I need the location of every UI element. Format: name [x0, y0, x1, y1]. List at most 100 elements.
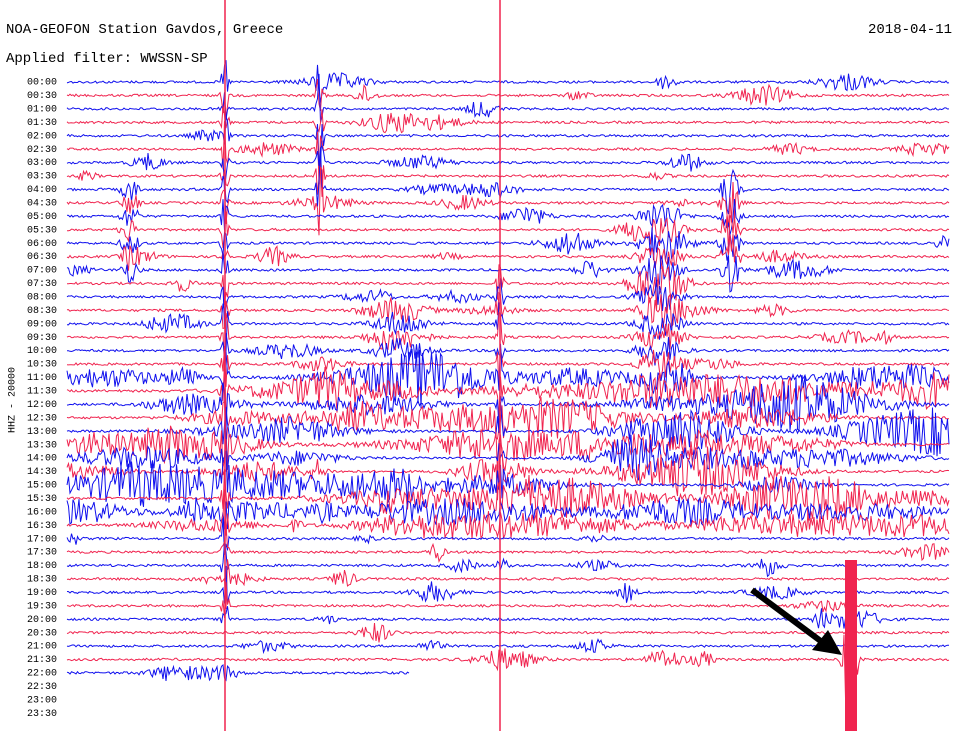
row-label: 14:30	[27, 467, 57, 478]
trace	[66, 496, 950, 530]
trace	[66, 360, 950, 421]
row-label: 21:30	[27, 655, 57, 666]
trace	[66, 518, 950, 555]
row-label: 07:30	[27, 279, 57, 290]
row-label: 07:00	[27, 266, 57, 277]
row-label: 19:00	[27, 588, 57, 599]
channel-label: HHZ - 20000	[8, 367, 19, 433]
trace	[66, 397, 949, 447]
row-label: 20:30	[27, 628, 57, 639]
row-label: 12:30	[27, 413, 57, 424]
row-label: 10:30	[27, 360, 57, 371]
row-label: 08:30	[27, 306, 57, 317]
row-label: 16:30	[27, 521, 57, 532]
row-label: 13:00	[27, 427, 57, 438]
row-label: 20:00	[27, 615, 57, 626]
row-label: 04:00	[27, 185, 57, 196]
arrow-shaft	[750, 587, 824, 645]
date: 2018-04-11	[868, 22, 952, 38]
row-label: 11:00	[27, 373, 57, 384]
row-label: 17:00	[27, 534, 57, 545]
trace	[66, 559, 950, 610]
row-label: 14:00	[27, 454, 57, 465]
trace	[66, 524, 950, 564]
row-label: 04:30	[27, 199, 57, 210]
trace	[66, 606, 950, 629]
row-label: 22:30	[27, 682, 57, 693]
row-label: 03:30	[27, 172, 57, 183]
trace	[66, 425, 950, 476]
trace	[66, 78, 950, 118]
arrow	[750, 587, 842, 655]
trace	[66, 291, 950, 330]
row-label: 00:00	[27, 78, 57, 89]
row-label: 06:00	[27, 239, 57, 250]
row-label: 09:30	[27, 333, 57, 344]
row-label: 22:00	[27, 669, 57, 680]
trace	[66, 302, 950, 352]
trace	[66, 542, 950, 578]
station-title: NOA-GEOFON Station Gavdos, Greece	[6, 22, 283, 38]
trace	[66, 311, 950, 367]
trace	[66, 162, 950, 197]
trace	[66, 333, 950, 366]
row-label: 21:00	[27, 642, 57, 653]
trace	[66, 427, 950, 481]
row-label: 10:00	[27, 346, 57, 357]
trace	[66, 60, 950, 103]
trace	[66, 565, 950, 604]
trace	[66, 234, 950, 271]
trace	[66, 345, 950, 388]
trace	[66, 145, 950, 192]
row-label: 23:30	[27, 709, 57, 720]
row-label: 19:30	[27, 601, 57, 612]
trace	[66, 198, 950, 235]
trace	[66, 227, 950, 261]
row-label: 13:30	[27, 440, 57, 451]
traces	[66, 0, 950, 731]
row-label: 17:30	[27, 548, 57, 559]
arrow-head	[812, 630, 842, 655]
trace	[66, 149, 950, 215]
trace	[66, 106, 950, 134]
trace	[66, 596, 950, 722]
trace	[66, 121, 950, 185]
row-label: 01:00	[27, 105, 57, 116]
trace	[66, 73, 950, 123]
row-label: 16:00	[27, 507, 57, 518]
trace	[66, 664, 410, 682]
trace	[66, 211, 950, 252]
trace	[66, 638, 950, 655]
trace	[66, 438, 950, 501]
row-label: 15:30	[27, 494, 57, 505]
row-label: 01:30	[27, 118, 57, 129]
row-label: 23:00	[27, 695, 57, 706]
trace	[67, 264, 950, 311]
row-label: 11:30	[27, 387, 57, 398]
filter-label: Applied filter: WWSSN-SP	[6, 51, 208, 67]
trace	[66, 166, 950, 236]
row-label: 05:30	[27, 225, 57, 236]
trace	[66, 374, 950, 432]
row-label: 15:00	[27, 481, 57, 492]
trace	[66, 469, 950, 523]
row-label: 02:00	[27, 131, 57, 142]
event-spike	[845, 560, 857, 731]
row-label: 12:00	[27, 400, 57, 411]
row-label: 00:30	[27, 91, 57, 102]
row-label: 09:00	[27, 319, 57, 330]
trace	[66, 581, 950, 619]
trace	[66, 489, 950, 540]
row-label: 03:00	[27, 158, 57, 169]
trace	[66, 623, 950, 643]
row-label: 05:00	[27, 212, 57, 223]
trace	[66, 401, 950, 457]
row-labels: 00:00 00:30 01:00 01:30 02:00 02:30 03:00 03:30…	[27, 78, 57, 720]
row-label: 18:30	[27, 575, 57, 586]
trace	[66, 252, 950, 293]
row-label: 18:00	[27, 561, 57, 572]
trace	[66, 116, 950, 168]
row-label: 06:30	[27, 252, 57, 263]
row-label: 02:30	[27, 145, 57, 156]
